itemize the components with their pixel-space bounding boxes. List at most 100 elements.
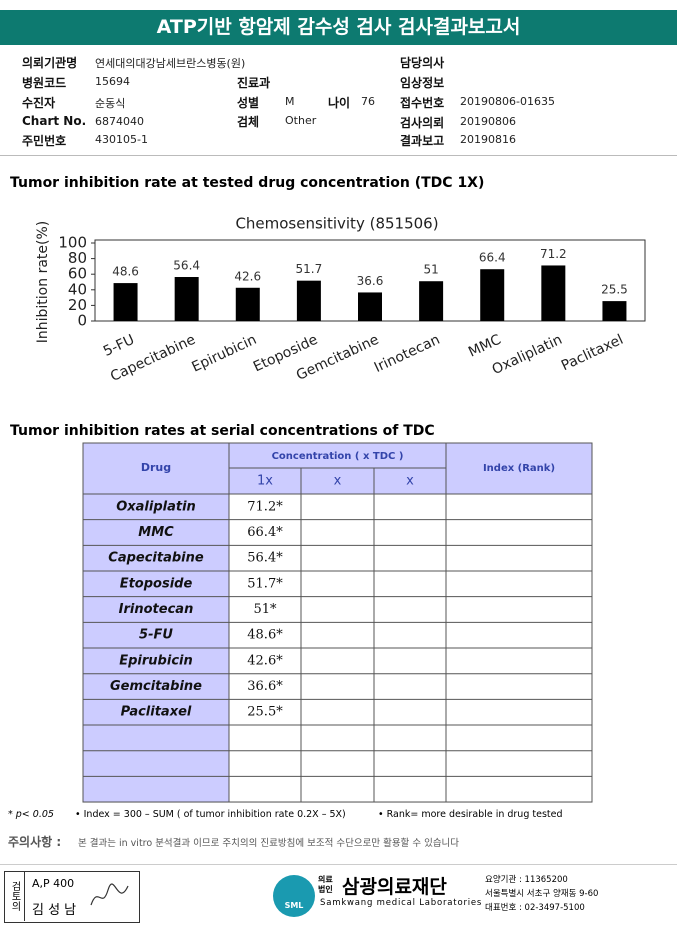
value-cell: 36.6*: [247, 679, 283, 694]
bar: [541, 265, 566, 321]
logo: [273, 875, 315, 917]
drug-cell: Gemcitabine: [110, 679, 202, 694]
y-tick-label: 100: [58, 234, 87, 252]
x-tick-label: Epirubicin: [189, 332, 259, 376]
bar: [235, 287, 260, 321]
org-name: 삼광의료재단: [342, 876, 447, 898]
field-value: 20190816: [460, 133, 516, 146]
field-value: 20190806: [460, 115, 516, 128]
bar: [358, 292, 382, 321]
field-label: 수진자: [22, 96, 56, 110]
value-label: 48.6: [112, 265, 139, 279]
header-cell: Index (Rank): [483, 463, 555, 474]
bar: [419, 281, 444, 321]
contact: 요양기관 : 11365200: [485, 875, 568, 885]
field-value: 20190806-01635: [460, 95, 555, 108]
header-cell: Drug: [141, 461, 171, 474]
x-tick-label: Irinotecan: [372, 332, 443, 376]
field-value: 76: [361, 95, 375, 108]
chart: Chemosensitivity (851506) Inhibition rat…: [35, 215, 646, 385]
value-label: 71.2: [540, 247, 567, 261]
value-cell: 56.4*: [247, 551, 283, 566]
reviewer-name: 김 성 남: [32, 903, 77, 918]
y-axis-label: Inhibition rate(%): [35, 221, 51, 343]
bar: [602, 301, 627, 321]
field-label: 진료과: [237, 76, 271, 90]
review-box: [4, 871, 140, 923]
field-label: 의뢰기관명: [22, 56, 78, 70]
value-cell: 51.7*: [247, 576, 283, 591]
drug-cell: Irinotecan: [119, 602, 194, 617]
header-cell: x: [406, 474, 414, 489]
x-tick-label: Paclitaxel: [559, 332, 626, 375]
caution-label: 주의사항 :: [8, 835, 62, 849]
contact: 서울특별시 서초구 양재동 9-60: [485, 889, 599, 899]
field-label: 성별: [237, 96, 260, 110]
value-cell: 48.6*: [247, 628, 283, 643]
section-title: Tumor inhibition rate at tested drug con…: [10, 175, 485, 191]
drug-cell: MMC: [138, 525, 174, 540]
value-label: 25.5: [601, 283, 628, 297]
y-tick-label: 20: [68, 296, 87, 314]
field-label: 검사의뢰: [400, 116, 445, 130]
drug-cell: Capecitabine: [108, 551, 204, 566]
field-value: 430105-1: [95, 133, 148, 146]
value-cell: 66.4*: [247, 525, 283, 540]
x-tick-label: 5-FU: [101, 332, 137, 360]
value-cell: 25.5*: [247, 705, 283, 720]
field-label: Chart No.: [22, 114, 87, 128]
footnote: • Rank= more desirable in drug tested: [378, 809, 563, 820]
header-cell: x: [334, 474, 342, 489]
value-label: 36.6: [357, 274, 384, 288]
y-tick-label: 60: [68, 265, 87, 283]
review-label: 검토의: [4, 871, 25, 921]
footnote: * p< 0.05: [8, 809, 54, 820]
divider: [0, 155, 677, 156]
value-label: 51.7: [296, 262, 323, 276]
reviewer-code: A,P 400: [32, 877, 75, 890]
drug-cell: Epirubicin: [119, 653, 193, 668]
header-cell: Concentration ( x TDC ): [272, 451, 404, 462]
field-label: 임상정보: [400, 76, 445, 90]
field-label: 검체: [237, 115, 260, 129]
chart-title: Chemosensitivity (851506): [235, 215, 438, 233]
field-label: 병원코드: [22, 76, 67, 90]
field-label: 결과보고: [400, 134, 445, 148]
y-tick-label: 0: [77, 312, 87, 330]
field-label: 담당의사: [400, 56, 445, 70]
value-cell: 71.2*: [247, 499, 283, 514]
bar: [296, 280, 321, 321]
field-value: 6874040: [95, 115, 144, 128]
drug-cell: Paclitaxel: [121, 705, 192, 720]
section-title: Tumor inhibition rates at serial concent…: [10, 423, 435, 439]
field-value: 순동식: [95, 97, 126, 110]
logo-mark: SML: [284, 901, 304, 910]
contact: 대표번호 : 02-3497-5100: [485, 903, 585, 913]
field-label: 주민번호: [22, 134, 67, 148]
bar: [174, 277, 199, 321]
value-label: 66.4: [479, 251, 506, 265]
value-cell: 51*: [253, 602, 277, 617]
org-english: Samkwang medical Laboratories: [320, 898, 483, 908]
x-tick-label: MMC: [466, 332, 504, 361]
bar: [480, 269, 505, 321]
results-table: Drug Concentration ( x TDC ) Index (Rank) 1…: [82, 442, 593, 803]
value-label: 42.6: [234, 269, 261, 283]
drug-cell: Oxaliplatin: [116, 499, 196, 514]
field-value: 연세대의대강남세브란스병동(원): [95, 57, 246, 70]
footnote: • Index = 300 – SUM ( of tumor inhibitio…: [75, 809, 346, 820]
value-cell: 42.6*: [247, 653, 283, 668]
field-value: 15694: [95, 75, 130, 88]
bar: [113, 283, 138, 321]
y-tick-label: 40: [68, 280, 87, 298]
x-tick-label: Oxaliplatin: [490, 332, 565, 378]
y-tick-label: 80: [68, 249, 87, 267]
divider: [0, 864, 677, 865]
caution-text: 본 결과는 in vitro 분석결과 이므로 주치의의 진료방침에 보조적 수…: [78, 838, 460, 849]
drug-cell: Etoposide: [120, 576, 193, 591]
drug-cell: 5-FU: [139, 628, 173, 643]
header-cell: 1x: [257, 474, 273, 489]
value-label: 51: [423, 263, 438, 277]
org-small: 의료법인: [318, 875, 333, 894]
